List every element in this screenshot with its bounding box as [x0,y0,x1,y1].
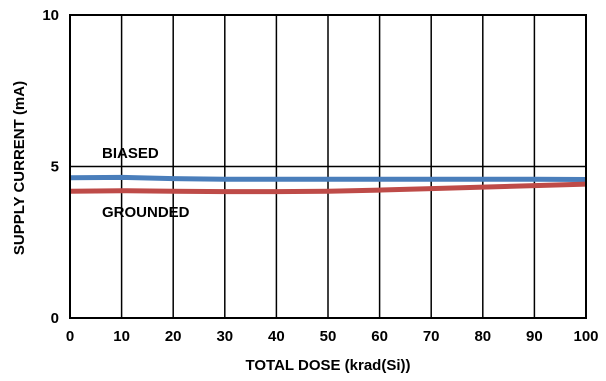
x-tick-label: 40 [268,328,285,345]
series-line-grounded [69,181,587,195]
x-tick-label: 30 [216,328,233,345]
x-tick-label: 100 [573,328,598,345]
y-tick-label: 5 [51,159,59,176]
y-axis-label: SUPPLY CURRENT (mA) [11,81,28,255]
x-tick-label: 10 [113,328,130,345]
y-tick-label: 10 [42,7,59,24]
x-tick-label: 60 [371,328,388,345]
annotation-grounded: GROUNDED [102,204,190,221]
annotation-biased: BIASED [102,145,159,162]
x-tick-label: 80 [474,328,491,345]
x-tick-label: 50 [320,328,337,345]
y-tick-label: 0 [51,310,59,327]
series-lines [69,174,587,195]
plot-area-frame [69,14,587,319]
series-line-biased [69,174,587,182]
tick-labels: 0 10 20 30 40 50 60 70 80 90 100 0 5 10 [42,7,598,345]
x-tick-label: 90 [526,328,543,345]
x-axis-label: TOTAL DOSE (krad(Si)) [245,357,410,374]
x-tick-label: 70 [423,328,440,345]
x-tick-label: 20 [165,328,182,345]
grid [70,15,586,318]
x-tick-label: 0 [66,328,74,345]
